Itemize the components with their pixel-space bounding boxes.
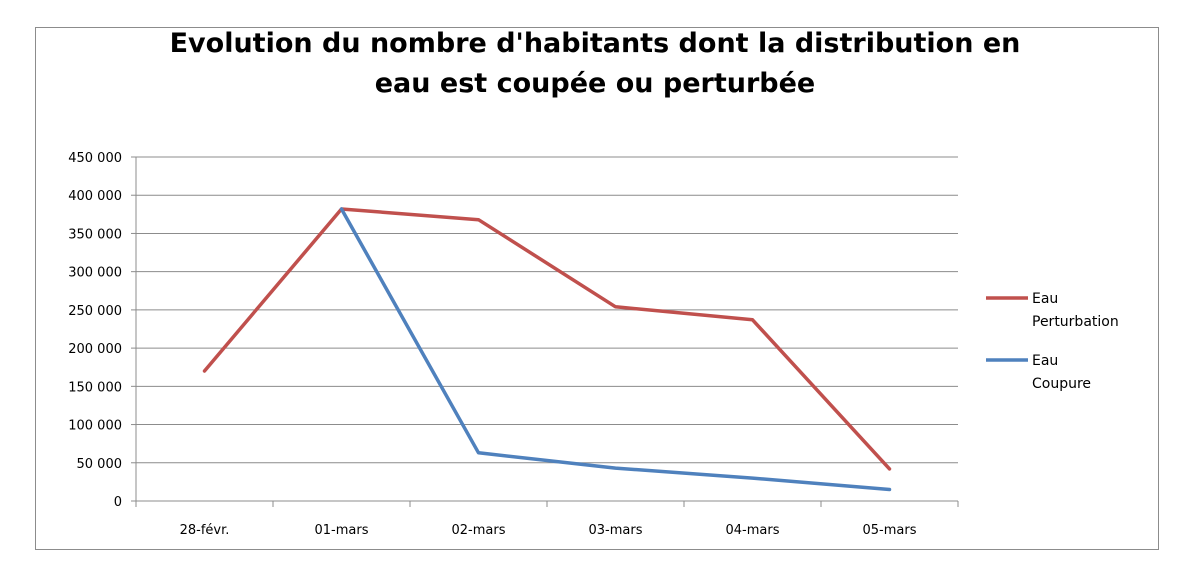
x-tick-labels: 28-févr. 01-mars 02-mars 03-mars 04-mars 05-m… [180,523,917,538]
legend-label: Eau [1032,353,1058,369]
axes [131,156,959,507]
legend-label: Coupure [1032,376,1091,392]
legend-label: Eau [1032,291,1058,307]
x-tick-label: 01-mars [315,523,369,538]
y-tick-label: 250 000 [68,304,122,319]
y-tick-label: 200 000 [68,342,122,357]
x-tick-label: 28-févr. [180,523,230,538]
gridlines [136,156,958,464]
series-line-perturbation [202,207,892,471]
y-tick-label: 100 000 [68,419,122,434]
y-tick-label: 50 000 [77,457,123,472]
y-tick-label: 150 000 [68,380,122,395]
legend: Eau Perturbation Eau Coupure [986,291,1119,392]
legend-label: Perturbation [1032,314,1119,330]
y-tick-label: 400 000 [68,189,122,204]
x-tick-label: 03-mars [589,523,643,538]
x-tick-label: 05-mars [863,523,917,538]
y-tick-label: 450 000 [68,151,122,166]
x-tick-label: 04-mars [726,523,780,538]
y-tick-label: 350 000 [68,227,122,242]
series-lines [202,207,892,492]
y-tick-labels: 0 50 000 100 000 150 000 200 000 250 000 300 0… [68,151,122,510]
y-tick-label: 0 [114,495,122,510]
series-line-coupure [339,207,892,492]
chart-title: Evolution du nombre d'habitants dont la … [169,28,1021,99]
x-tick-label: 02-mars [452,523,506,538]
y-tick-label: 300 000 [68,266,122,281]
